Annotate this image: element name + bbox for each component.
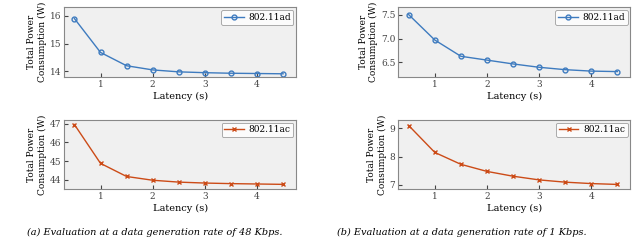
802.11ad bbox=[70, 17, 78, 20]
X-axis label: Latency (s): Latency (s) bbox=[152, 204, 207, 213]
802.11ad bbox=[509, 62, 517, 65]
802.11ac bbox=[561, 181, 569, 184]
802.11ac bbox=[70, 123, 78, 126]
802.11ad bbox=[227, 72, 235, 75]
802.11ac bbox=[483, 170, 491, 173]
802.11ad bbox=[588, 70, 595, 73]
Text: (a) Evaluation at a data generation rate of 48 Kbps.: (a) Evaluation at a data generation rate… bbox=[27, 228, 283, 237]
802.11ac bbox=[201, 182, 209, 185]
802.11ac bbox=[614, 183, 621, 186]
802.11ac bbox=[227, 182, 235, 185]
Line: 802.11ac: 802.11ac bbox=[406, 123, 620, 187]
802.11ad bbox=[175, 70, 182, 73]
Line: 802.11ad: 802.11ad bbox=[72, 16, 285, 76]
802.11ac bbox=[405, 124, 413, 127]
X-axis label: Latency (s): Latency (s) bbox=[152, 91, 207, 101]
802.11ac bbox=[97, 162, 104, 165]
802.11ad bbox=[561, 68, 569, 71]
802.11ac bbox=[123, 175, 131, 178]
Line: 802.11ad: 802.11ad bbox=[406, 12, 620, 74]
802.11ad bbox=[614, 70, 621, 73]
Y-axis label: Total Power
Consumption (W): Total Power Consumption (W) bbox=[28, 114, 47, 195]
X-axis label: Latency (s): Latency (s) bbox=[487, 91, 542, 101]
802.11ad bbox=[405, 13, 413, 16]
Y-axis label: Total Power
Consumption (W): Total Power Consumption (W) bbox=[28, 2, 47, 82]
802.11ad bbox=[535, 66, 543, 69]
Line: 802.11ac: 802.11ac bbox=[72, 122, 285, 187]
802.11ad bbox=[97, 51, 104, 54]
Legend: 802.11ad: 802.11ad bbox=[221, 10, 293, 25]
802.11ac bbox=[588, 182, 595, 185]
802.11ac bbox=[175, 181, 182, 184]
802.11ad bbox=[123, 64, 131, 67]
802.11ac bbox=[509, 175, 517, 178]
802.11ad bbox=[149, 68, 157, 71]
802.11ad bbox=[253, 72, 261, 75]
Y-axis label: Total Power
Consumption (W): Total Power Consumption (W) bbox=[367, 114, 387, 195]
802.11ad bbox=[431, 39, 438, 42]
802.11ac bbox=[457, 163, 465, 166]
802.11ad bbox=[483, 59, 491, 62]
Legend: 802.11ad: 802.11ad bbox=[556, 10, 628, 25]
802.11ac bbox=[535, 178, 543, 181]
802.11ad bbox=[279, 72, 287, 75]
802.11ad bbox=[457, 55, 465, 58]
802.11ac bbox=[431, 151, 438, 154]
Legend: 802.11ac: 802.11ac bbox=[556, 123, 628, 137]
802.11ac bbox=[253, 183, 261, 186]
X-axis label: Latency (s): Latency (s) bbox=[487, 204, 542, 213]
802.11ac bbox=[279, 183, 287, 186]
802.11ac bbox=[149, 179, 157, 182]
802.11ad bbox=[201, 71, 209, 74]
Text: (b) Evaluation at a data generation rate of 1 Kbps.: (b) Evaluation at a data generation rate… bbox=[337, 228, 587, 237]
Legend: 802.11ac: 802.11ac bbox=[221, 123, 293, 137]
Y-axis label: Total Power
Consumption (W): Total Power Consumption (W) bbox=[358, 2, 378, 82]
